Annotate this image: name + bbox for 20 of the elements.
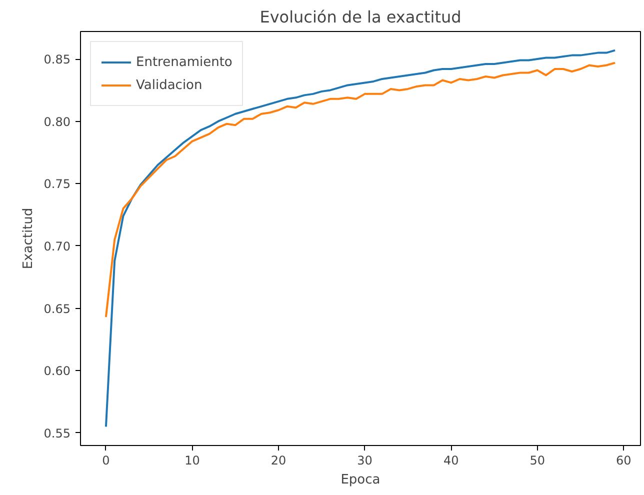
y-tick-label: 0.70 [44, 239, 70, 254]
x-tick-label: 10 [184, 454, 200, 468]
legend-label: Validacion [136, 78, 202, 92]
y-tick-label: 0.60 [44, 364, 70, 378]
x-axis-title: Epoca [340, 472, 380, 488]
legend-label: Entrenamiento [136, 54, 232, 70]
x-tick-label: 20 [270, 454, 286, 468]
y-tick-label: 0.85 [44, 52, 70, 67]
x-tick-label: 50 [530, 454, 546, 468]
x-tick-label: 30 [357, 454, 372, 468]
chart-title: Evolución de la exactitud [260, 8, 462, 26]
line-series [104, 49, 616, 428]
y-tick-label: 0.55 [44, 426, 70, 440]
y-axis-title: Exactitud [20, 208, 36, 270]
x-tick-label: 60 [616, 454, 632, 468]
y-tick-label: 0.75 [44, 177, 70, 192]
y-tick-label: 0.80 [44, 114, 70, 129]
x-tick-label: 40 [443, 454, 459, 468]
y-tick-label: 0.65 [44, 302, 70, 316]
x-tick-label: 0 [102, 454, 110, 468]
